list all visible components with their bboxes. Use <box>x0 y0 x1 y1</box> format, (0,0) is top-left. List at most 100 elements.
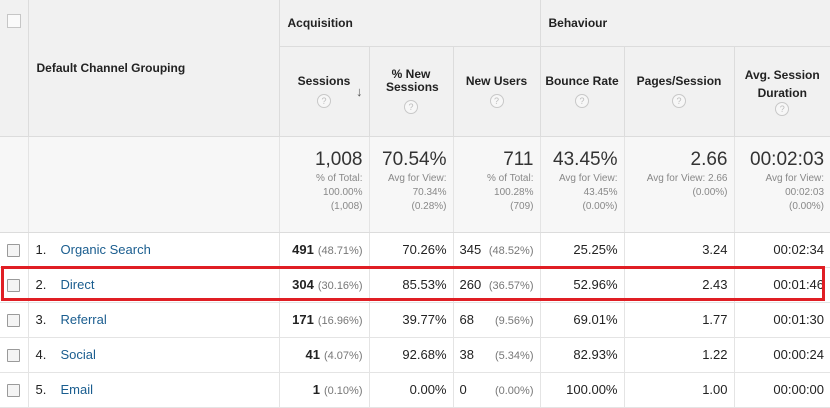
help-icon[interactable]: ? <box>317 93 331 108</box>
channel-link[interactable]: Direct <box>60 277 95 292</box>
totals-duration-value: 00:02:03 <box>750 148 825 170</box>
duration-cell: 00:01:30 <box>734 302 830 338</box>
help-icon[interactable]: ? <box>575 93 589 108</box>
row-checkbox[interactable] <box>7 244 21 258</box>
help-icon[interactable]: ? <box>672 93 686 108</box>
pages-cell: 3.24 <box>624 232 735 268</box>
bounce-value: 25.25% <box>573 242 618 257</box>
new-users-value: 68 <box>459 312 474 327</box>
channel-link[interactable]: Referral <box>60 312 107 327</box>
help-icon[interactable]: ? <box>489 93 504 108</box>
row-checkbox[interactable] <box>7 279 21 293</box>
row-checkbox-cell <box>0 302 29 338</box>
totals-note: 00:02:03 <box>785 186 825 198</box>
channel-link[interactable]: Email <box>60 382 94 397</box>
pct-new-cell: 92.68% <box>369 337 454 373</box>
bounce-cell: 82.93% <box>540 337 625 373</box>
sessions-value: 171 <box>292 312 314 327</box>
acquisition-label: Acquisition <box>287 15 353 30</box>
row-index: 4. <box>35 347 47 362</box>
row-index: 5. <box>35 382 47 397</box>
sessions-percent: (16.96%) <box>317 315 363 327</box>
avg-duration-header-label: Avg. Session Duration <box>744 68 820 100</box>
pages-cell: 1.22 <box>624 337 735 373</box>
acquisition-group-header: Acquisition <box>279 0 541 47</box>
sessions-cell: 1 (0.10%) <box>279 372 370 408</box>
new-users-header[interactable]: New Users ? <box>453 46 541 137</box>
sessions-cell: 304 (30.16%) <box>279 267 370 303</box>
bounce-rate-header[interactable]: Bounce Rate ? <box>540 46 625 137</box>
new-users-header-label: New Users <box>465 73 528 88</box>
pages-value: 3.24 <box>702 242 728 257</box>
help-icon[interactable]: ? <box>775 102 790 116</box>
pages-session-header[interactable]: Pages/Session ? <box>624 46 735 137</box>
totals-pct-new-value: 70.54% <box>382 148 447 170</box>
totals-bounce-value: 43.45% <box>553 148 618 170</box>
totals-note: (0.28%) <box>411 200 447 212</box>
row-index: 2. <box>35 277 47 292</box>
pct-new-value: 70.26% <box>402 242 447 257</box>
sessions-value: 41 <box>305 347 320 362</box>
pages-session-header-label: Pages/Session <box>636 73 722 88</box>
totals-row: 1,008 % of Total: 100.00% (1,008) 70.54%… <box>0 136 830 233</box>
totals-sessions-value: 1,008 <box>314 148 363 170</box>
sessions-cell: 491 (48.71%) <box>279 232 370 268</box>
new-users-cell: 345 (48.52%) <box>453 232 541 268</box>
new-users-percent: (9.56%) <box>494 315 534 327</box>
bounce-value: 52.96% <box>573 277 618 292</box>
channel-link[interactable]: Social <box>60 347 96 362</box>
pages-cell: 2.43 <box>624 267 735 303</box>
row-checkbox[interactable] <box>7 314 21 328</box>
avg-duration-header[interactable]: Avg. Session Duration ? <box>734 46 830 137</box>
totals-avg-duration: 00:02:03 Avg for View: 00:02:03 (0.00%) <box>734 136 830 233</box>
totals-sessions: 1,008 % of Total: 100.00% (1,008) <box>279 136 370 233</box>
duration-value: 00:00:00 <box>773 382 825 397</box>
new-users-cell: 38 (5.34%) <box>453 337 541 373</box>
help-icon[interactable]: ? <box>404 100 418 114</box>
sort-descending-icon[interactable]: ↓ <box>356 83 363 99</box>
duration-cell: 00:00:00 <box>734 372 830 408</box>
select-all-checkbox[interactable] <box>6 14 21 28</box>
pages-value: 1.77 <box>702 312 728 327</box>
pages-value: 1.00 <box>702 382 728 397</box>
sessions-value: 1 <box>312 382 320 397</box>
pct-new-sessions-header[interactable]: % New Sessions ? <box>369 46 454 137</box>
duration-value: 00:02:34 <box>773 242 825 257</box>
totals-blank <box>28 136 280 233</box>
pct-new-cell: 70.26% <box>369 232 454 268</box>
totals-pct-new-sessions: 70.54% Avg for View: 70.34% (0.28%) <box>369 136 454 233</box>
bounce-value: 69.01% <box>573 312 618 327</box>
new-users-percent: (5.34%) <box>494 350 534 362</box>
table-row: 5. Email 1 (0.10%) 0.00% 0 (0.00%) 100.00% … <box>0 372 830 408</box>
totals-new-users: 711 % of Total: 100.28% (709) <box>453 136 541 233</box>
bounce-cell: 100.00% <box>540 372 625 408</box>
totals-note: Avg for View: <box>387 172 447 184</box>
row-checkbox[interactable] <box>7 384 21 398</box>
sessions-cell: 171 (16.96%) <box>279 302 370 338</box>
pct-new-sessions-header-label: % New Sessions <box>386 67 439 94</box>
channel-cell: 2. Direct <box>28 267 280 303</box>
row-checkbox[interactable] <box>7 349 21 363</box>
row-checkbox-cell <box>0 372 29 408</box>
totals-note: Avg for View: <box>558 172 618 184</box>
channel-link[interactable]: Organic Search <box>60 242 151 257</box>
pct-new-value: 92.68% <box>402 347 447 362</box>
duration-value: 00:01:46 <box>773 277 825 292</box>
sessions-header[interactable]: Sessions ? ↓ <box>279 46 370 137</box>
totals-new-users-value: 711 <box>503 148 534 170</box>
totals-note: (1,008) <box>330 200 363 212</box>
channel-cell: 3. Referral <box>28 302 280 338</box>
channel-cell: 4. Social <box>28 337 280 373</box>
totals-note: (0.00%) <box>789 200 825 212</box>
new-users-cell: 0 (0.00%) <box>453 372 541 408</box>
behaviour-label: Behaviour <box>548 15 608 30</box>
totals-pages-session: 2.66 Avg for View: 2.66 (0.00%) <box>624 136 735 233</box>
sessions-cell: 41 (4.07%) <box>279 337 370 373</box>
bounce-value: 82.93% <box>573 347 618 362</box>
totals-note: (0.00%) <box>692 186 728 198</box>
dimension-header[interactable]: Default Channel Grouping <box>28 0 280 137</box>
new-users-percent: (36.57%) <box>488 280 534 292</box>
sessions-header-label: Sessions <box>297 73 351 88</box>
